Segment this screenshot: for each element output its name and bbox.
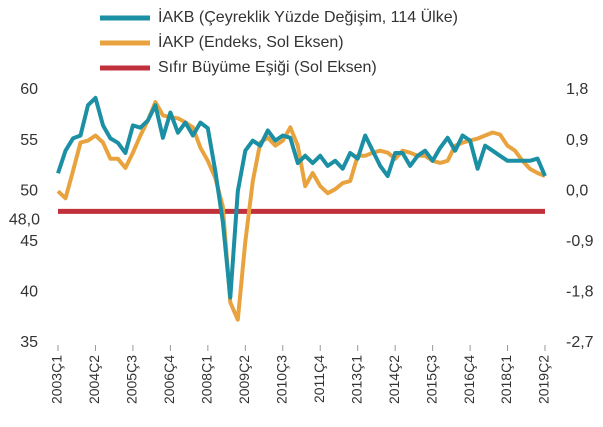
y2-tick-label: -0,9 <box>566 233 594 250</box>
y-tick-label: 60 <box>20 81 38 98</box>
x-tick-label: 2004Ç2 <box>86 355 102 404</box>
x-tick-label: 2019Ç2 <box>536 355 552 404</box>
y-tick-label: 45 <box>20 233 38 250</box>
legend-label: Sıfır Büyüme Eşiği (Sol Eksen) <box>158 59 377 76</box>
series-line <box>56 100 546 322</box>
x-tick-label: 2003Ç1 <box>49 355 65 404</box>
x-tick-label: 2016Ç4 <box>461 355 477 404</box>
x-tick-label: 2009Ç2 <box>236 355 252 404</box>
x-tick-label: 2008Ç1 <box>199 355 215 404</box>
y-tick-label: 35 <box>20 334 38 351</box>
y-tick-label: 55 <box>20 132 38 149</box>
annotation: 48,0 <box>9 212 40 229</box>
x-tick-label: 2015Ç3 <box>423 355 439 404</box>
y2-tick-label: 1,8 <box>566 81 588 98</box>
legend-label: İAKB (Çeyreklik Yüzde Değişim, 114 Ülke) <box>158 7 458 26</box>
y-tick-label: 50 <box>20 182 38 199</box>
y2-tick-label: -2,7 <box>566 334 594 351</box>
x-tick-label: 2005Ç3 <box>124 355 140 404</box>
x-tick-label: 2010Ç3 <box>273 355 289 404</box>
series-line <box>56 95 547 300</box>
y2-tick-label: -1,8 <box>566 284 594 301</box>
y2-tick-label: 0,9 <box>566 132 588 149</box>
x-tick-label: 2011Ç4 <box>311 355 327 403</box>
x-tick-label: 2013Ç1 <box>348 355 364 404</box>
x-tick-label: 2006Ç4 <box>161 355 177 404</box>
x-tick-label: 2014Ç2 <box>386 355 402 404</box>
y-tick-label: 40 <box>20 284 38 301</box>
legend-label: İAKP (Endeks, Sol Eksen) <box>158 32 344 51</box>
y2-tick-label: 0,0 <box>566 182 588 199</box>
x-tick-label: 2018Ç1 <box>498 355 514 404</box>
